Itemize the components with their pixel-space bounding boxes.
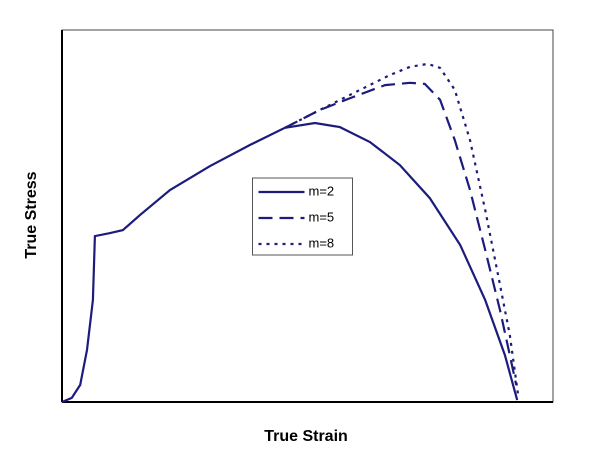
- y-axis-label: True Stress: [23, 171, 40, 258]
- series-line: [61, 121, 519, 404]
- series-line: [284, 62, 520, 396]
- legend-label: m=2: [309, 183, 335, 198]
- x-axis-label: True Strain: [264, 428, 348, 445]
- legend-box: [252, 177, 353, 256]
- series-line: [284, 81, 518, 386]
- legend-label: m=8: [309, 235, 335, 250]
- legend-label: m=5: [309, 209, 335, 224]
